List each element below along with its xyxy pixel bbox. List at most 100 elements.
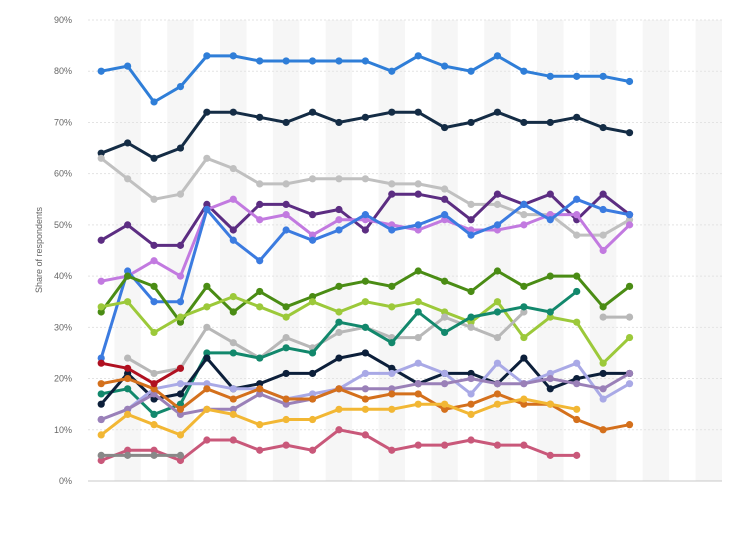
data-point bbox=[97, 303, 105, 311]
series-17 bbox=[97, 426, 581, 465]
data-point bbox=[124, 446, 132, 454]
data-point bbox=[176, 451, 185, 459]
data-point bbox=[150, 395, 158, 403]
data-point bbox=[414, 359, 422, 367]
data-point bbox=[625, 421, 634, 429]
data-point bbox=[361, 226, 369, 234]
data-point bbox=[124, 62, 132, 70]
data-point bbox=[388, 339, 396, 347]
series-2 bbox=[97, 108, 634, 162]
data-point bbox=[335, 216, 343, 224]
data-point bbox=[573, 359, 581, 367]
data-point bbox=[229, 405, 237, 413]
column-band bbox=[537, 20, 564, 481]
data-point bbox=[599, 72, 607, 80]
data-point bbox=[282, 118, 290, 127]
data-point bbox=[308, 395, 317, 403]
data-point bbox=[203, 323, 211, 331]
data-point bbox=[150, 385, 158, 393]
data-point bbox=[414, 226, 422, 234]
data-point bbox=[388, 446, 396, 454]
data-point bbox=[546, 72, 554, 80]
data-point bbox=[467, 390, 475, 398]
data-point bbox=[467, 67, 475, 75]
data-point bbox=[150, 380, 158, 388]
data-point bbox=[176, 400, 185, 408]
data-point bbox=[308, 231, 317, 239]
data-point bbox=[176, 298, 185, 306]
data-point bbox=[308, 108, 317, 116]
data-point bbox=[414, 298, 422, 306]
data-point bbox=[176, 82, 185, 91]
data-point bbox=[97, 308, 105, 316]
data-point bbox=[388, 385, 396, 393]
series-15 bbox=[97, 359, 185, 388]
data-point bbox=[467, 118, 475, 127]
data-point bbox=[573, 451, 581, 459]
data-point bbox=[467, 410, 475, 419]
data-point bbox=[308, 349, 317, 357]
data-point bbox=[414, 441, 422, 449]
data-point bbox=[573, 415, 581, 424]
data-point bbox=[282, 303, 290, 311]
data-point bbox=[520, 380, 528, 388]
data-point bbox=[335, 354, 343, 362]
data-point bbox=[97, 67, 105, 75]
data-point bbox=[361, 298, 369, 306]
data-point bbox=[176, 431, 185, 439]
data-point bbox=[441, 441, 449, 449]
column-band bbox=[642, 20, 670, 481]
data-point bbox=[203, 200, 211, 208]
series-line bbox=[126, 310, 526, 375]
data-point bbox=[308, 293, 317, 301]
data-point bbox=[308, 236, 317, 244]
data-point bbox=[229, 195, 237, 203]
series-6 bbox=[97, 195, 634, 362]
data-point bbox=[176, 190, 185, 198]
data-point bbox=[256, 385, 264, 393]
data-point bbox=[520, 221, 528, 229]
data-point bbox=[467, 374, 475, 383]
data-point bbox=[599, 303, 607, 311]
data-point bbox=[282, 415, 290, 424]
data-point bbox=[97, 415, 105, 424]
data-point bbox=[203, 349, 211, 357]
data-point bbox=[520, 118, 528, 127]
data-point bbox=[467, 216, 475, 224]
data-point bbox=[97, 400, 105, 408]
series-group bbox=[97, 52, 634, 465]
column-band bbox=[325, 20, 353, 481]
data-point bbox=[229, 236, 237, 244]
data-point bbox=[599, 426, 607, 434]
data-point bbox=[493, 108, 502, 116]
data-point bbox=[361, 405, 369, 413]
data-point bbox=[203, 205, 211, 214]
data-point bbox=[573, 113, 581, 121]
data-point bbox=[599, 385, 607, 393]
data-point bbox=[229, 395, 237, 403]
data-point bbox=[282, 395, 290, 403]
data-point bbox=[441, 313, 449, 321]
data-point bbox=[308, 446, 317, 454]
data-point bbox=[150, 154, 158, 162]
data-point bbox=[124, 298, 132, 306]
data-point bbox=[229, 349, 237, 357]
data-point bbox=[203, 282, 211, 290]
data-point bbox=[467, 323, 475, 331]
data-point bbox=[361, 113, 369, 121]
data-point bbox=[176, 241, 185, 249]
data-point bbox=[573, 380, 581, 388]
data-point bbox=[150, 369, 158, 378]
data-point bbox=[282, 180, 290, 188]
data-point bbox=[573, 287, 581, 296]
data-point bbox=[203, 303, 211, 311]
data-point bbox=[308, 298, 317, 306]
data-point bbox=[361, 57, 369, 65]
data-point bbox=[546, 308, 554, 316]
data-point bbox=[573, 231, 581, 239]
y-tick-label: 60% bbox=[54, 169, 72, 179]
data-point bbox=[229, 293, 237, 301]
data-point bbox=[150, 282, 158, 290]
data-point bbox=[388, 190, 396, 198]
data-point bbox=[493, 308, 502, 316]
